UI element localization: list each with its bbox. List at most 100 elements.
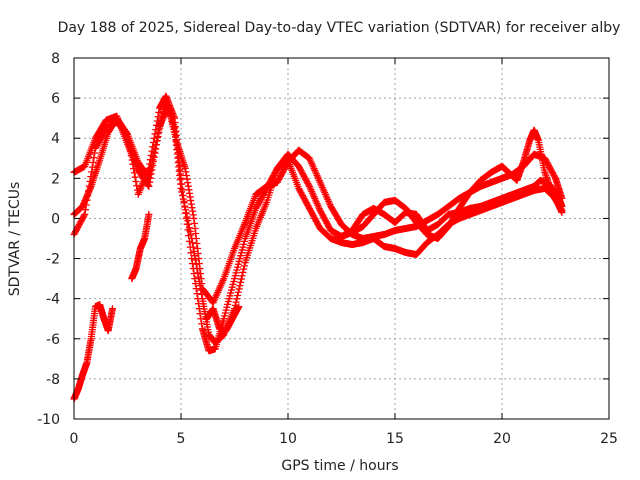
data-point	[240, 262, 248, 270]
data-point	[178, 188, 186, 196]
data-point	[144, 181, 152, 189]
data-point	[177, 184, 185, 192]
data-point	[133, 182, 141, 190]
data-point	[193, 290, 201, 298]
x-tick-label: 15	[386, 431, 404, 447]
x-tick-label: 10	[279, 431, 297, 447]
data-point	[148, 159, 156, 167]
data-point	[192, 285, 200, 293]
data-point	[233, 295, 241, 303]
series-G	[203, 303, 243, 335]
y-tick-label: 2	[51, 171, 60, 187]
data-point	[184, 217, 192, 225]
data-point	[146, 178, 154, 186]
data-point	[147, 163, 155, 171]
y-tick-label: -10	[37, 412, 60, 428]
data-point	[234, 288, 242, 296]
data-point	[192, 280, 200, 288]
data-point	[146, 167, 154, 175]
data-point	[182, 206, 190, 214]
data-point	[198, 320, 206, 328]
x-axis-label: GPS time / hours	[281, 458, 398, 474]
data-point	[190, 270, 198, 278]
data-point	[152, 141, 160, 149]
plot-frame	[73, 57, 610, 420]
data-point	[183, 213, 191, 221]
data-point	[150, 148, 158, 156]
data-point	[235, 303, 243, 311]
series-D	[338, 126, 566, 242]
data-point	[145, 182, 153, 190]
data-point	[192, 260, 200, 268]
x-tick-label: 5	[177, 431, 186, 447]
y-tick-label: 6	[51, 91, 60, 107]
data-point	[145, 174, 153, 182]
data-point	[145, 210, 153, 218]
data-point	[191, 275, 199, 283]
x-tick-label: 20	[493, 431, 511, 447]
data-point	[190, 247, 198, 255]
data-point	[146, 171, 154, 179]
y-tick-label: 0	[51, 211, 60, 227]
data-point	[189, 243, 197, 251]
data-point	[185, 224, 193, 232]
data-point	[188, 260, 196, 268]
data-point	[235, 285, 243, 293]
y-tick-label: 4	[51, 131, 60, 147]
data-point	[179, 195, 187, 203]
x-axis-ticks: 0 5 10 15 20 25	[70, 58, 618, 447]
x-tick-label: 25	[600, 431, 618, 447]
series-F	[128, 210, 153, 283]
data-point	[237, 275, 245, 283]
data-point	[132, 177, 140, 185]
chart-title: Day 188 of 2025, Sidereal Day-to-day VTE…	[58, 20, 621, 36]
data-point	[240, 265, 248, 273]
data-point	[109, 305, 117, 313]
data-point	[187, 249, 195, 257]
y-tick-label: 8	[51, 51, 60, 67]
data-point	[558, 206, 566, 214]
y-tick-label: -4	[46, 292, 60, 308]
data-point	[192, 256, 200, 264]
data-point	[182, 209, 190, 217]
data-point	[185, 220, 193, 228]
data-point	[81, 210, 89, 218]
data-point	[90, 154, 98, 162]
y-axis-ticks: 8 6 4 2 0 -2 -4 -6 -8 -10	[37, 51, 609, 428]
data-point	[80, 212, 88, 220]
x-tick-label: 0	[70, 431, 79, 447]
data-point	[187, 231, 195, 239]
data-point	[305, 181, 313, 189]
data-point	[151, 145, 159, 153]
data-point	[237, 278, 245, 286]
data-point	[558, 194, 566, 202]
data-point	[123, 129, 131, 137]
data-point	[179, 192, 187, 200]
y-axis-label: SDTVAR / TECUs	[7, 182, 23, 297]
data-point	[232, 298, 240, 306]
data-points	[70, 92, 566, 403]
data-point	[186, 227, 194, 235]
data-point	[153, 133, 161, 141]
data-point	[149, 152, 157, 160]
y-tick-label: -2	[46, 252, 60, 268]
data-point	[153, 137, 161, 145]
data-point	[234, 292, 242, 300]
data-point	[155, 108, 163, 116]
data-point	[89, 158, 97, 166]
data-point	[154, 130, 162, 138]
data-point	[181, 202, 189, 210]
y-tick-label: -6	[46, 332, 60, 348]
series-C	[70, 102, 566, 307]
data-point	[238, 272, 246, 280]
series-E	[70, 301, 117, 403]
data-point	[131, 173, 139, 181]
data-point	[180, 199, 188, 207]
data-point	[239, 268, 247, 276]
y-tick-label: -8	[46, 372, 60, 388]
data-point	[155, 126, 163, 134]
data-point	[236, 282, 244, 290]
data-point	[149, 156, 157, 164]
data-point	[91, 149, 99, 157]
